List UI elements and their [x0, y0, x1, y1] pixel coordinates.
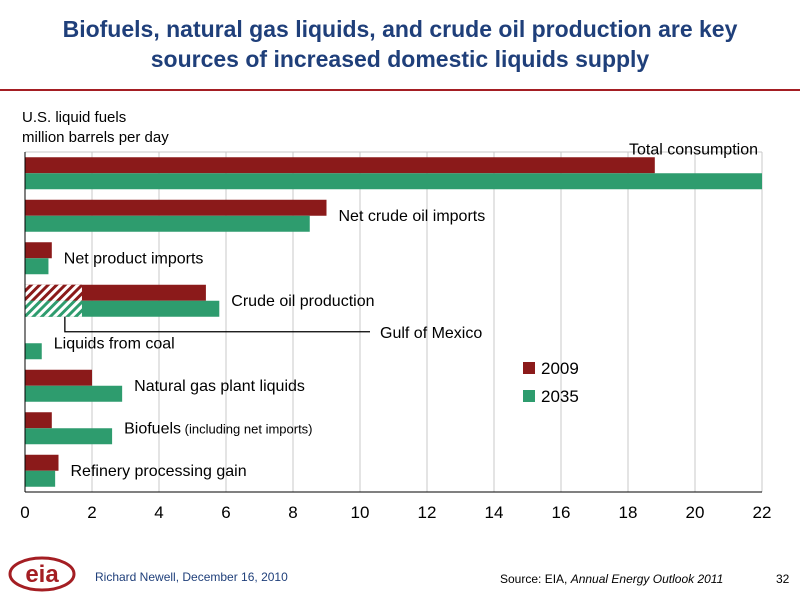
- x-tick-label: 14: [485, 503, 504, 522]
- gulf-of-mexico-label: Gulf of Mexico: [380, 325, 482, 342]
- bar-2035: [25, 428, 113, 445]
- footer-source-title: Annual Energy Outlook 2011: [570, 572, 724, 586]
- bar-2035-gulf-of-mexico: [25, 300, 82, 317]
- x-tick-label: 0: [20, 503, 29, 522]
- y-axis-label-line-2: million barrels per day: [22, 129, 169, 146]
- slide-title-line-2: sources of increased domestic liquids su…: [150, 46, 650, 72]
- bar-2035: [25, 173, 762, 190]
- svg-text:eia: eia: [25, 561, 59, 588]
- bar-2035: [25, 343, 42, 360]
- category-label: Net crude oil imports: [339, 208, 486, 225]
- bar-2035: [25, 215, 310, 232]
- category-label: Biofuels (including net imports): [124, 420, 312, 437]
- footer-author: Richard Newell, December 16, 2010: [95, 570, 288, 584]
- category-label-suffix: (including net imports): [181, 421, 313, 436]
- category-label: Refinery processing gain: [71, 463, 247, 480]
- x-tick-label: 18: [619, 503, 638, 522]
- bars: [25, 157, 762, 487]
- y-axis-label: U.S. liquid fuels million barrels per da…: [22, 108, 169, 148]
- bar-2009: [25, 242, 52, 259]
- x-tick-label: 4: [154, 503, 163, 522]
- x-tick-label: 12: [418, 503, 437, 522]
- bar-2035: [25, 385, 123, 402]
- footer-source-prefix: Source: EIA,: [500, 572, 571, 586]
- x-tick-label: 20: [686, 503, 705, 522]
- x-tick-label: 2: [87, 503, 96, 522]
- category-label: Net product imports: [64, 250, 204, 267]
- category-label: Natural gas plant liquids: [134, 378, 305, 395]
- bar-2035: [25, 470, 56, 487]
- x-tick-label: 6: [221, 503, 230, 522]
- legend-swatch-2035: [523, 390, 535, 402]
- legend-label-2009: 2009: [541, 359, 579, 378]
- bar-2009-gulf-of-mexico: [25, 284, 82, 301]
- footer-source: Source: EIA, Annual Energy Outlook 2011: [500, 572, 723, 586]
- category-label: Total consumption: [629, 141, 758, 158]
- x-axis: 0 2 4 6 8 10 12 14 16 18 20 22: [20, 152, 771, 522]
- x-tick-label: 16: [552, 503, 571, 522]
- bar-2009: [25, 199, 327, 216]
- x-tick-label: 10: [351, 503, 370, 522]
- bar-2009: [25, 157, 655, 174]
- bar-2009: [25, 369, 92, 386]
- category-label: Crude oil production: [231, 293, 374, 310]
- page-number: 32: [776, 572, 790, 586]
- y-axis-label-line-1: U.S. liquid fuels: [22, 109, 127, 126]
- eia-logo-icon: eia: [8, 556, 76, 592]
- legend-swatch-2009: [523, 362, 535, 374]
- slide-title-line-1: Biofuels, natural gas liquids, and crude…: [62, 16, 738, 42]
- legend: 2009 2035: [523, 359, 579, 406]
- bar-2009: [25, 412, 52, 429]
- legend-label-2035: 2035: [541, 387, 579, 406]
- bar-2009: [25, 454, 59, 471]
- bar-2035: [25, 258, 49, 275]
- category-labels: Total consumption Net crude oil imports Ne…: [54, 141, 758, 480]
- slide-title: Biofuels, natural gas liquids, and crude…: [0, 14, 800, 74]
- x-tick-label: 8: [288, 503, 297, 522]
- title-divider: [0, 89, 800, 91]
- category-label: Liquids from coal: [54, 335, 175, 352]
- gulf-of-mexico-leader-line: [64, 316, 370, 333]
- x-tick-label: 22: [753, 503, 772, 522]
